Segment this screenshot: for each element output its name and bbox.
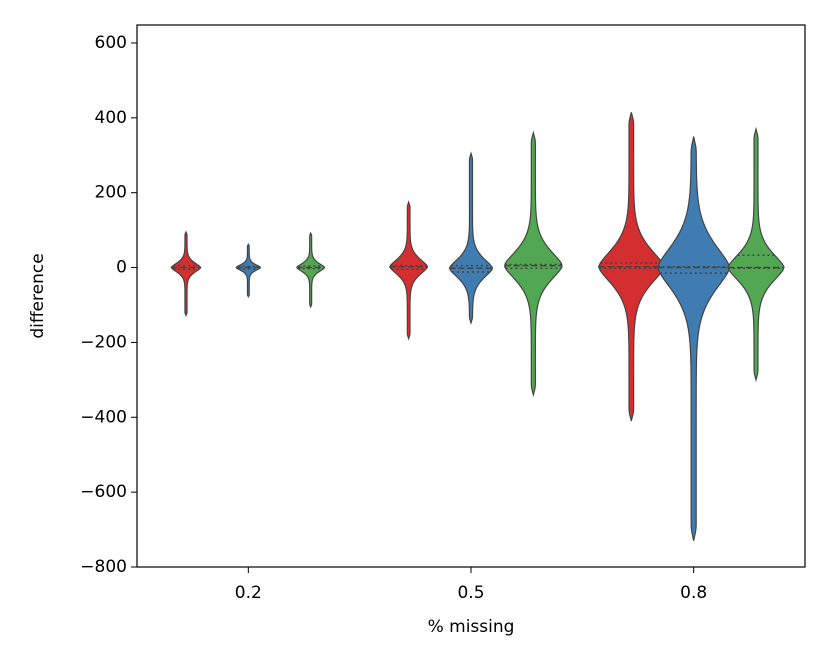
x-tick-label: 0.2 (235, 583, 262, 603)
x-tick-label: 0.5 (457, 583, 484, 603)
violin-body (235, 243, 261, 299)
y-axis-title: difference (28, 253, 48, 338)
x-tick-label: 0.8 (680, 583, 707, 603)
violin-body (389, 200, 429, 341)
violin-body (448, 151, 494, 326)
violin-body (504, 130, 563, 398)
y-tick-label: −400 (80, 407, 127, 427)
y-tick-label: 0 (116, 258, 127, 278)
violin-body (727, 126, 785, 383)
y-tick-label: −800 (80, 557, 127, 577)
y-tick-label: 400 (95, 108, 127, 128)
violin-body (657, 136, 731, 541)
plot-frame (136, 24, 806, 568)
violin-body (296, 231, 326, 309)
violin-body (170, 230, 202, 318)
x-axis-title: % missing (428, 617, 515, 637)
y-tick-label: 600 (95, 33, 127, 53)
y-tick-label: 200 (95, 183, 127, 203)
y-tick-label: −600 (80, 482, 127, 502)
y-tick-label: −200 (80, 332, 127, 352)
